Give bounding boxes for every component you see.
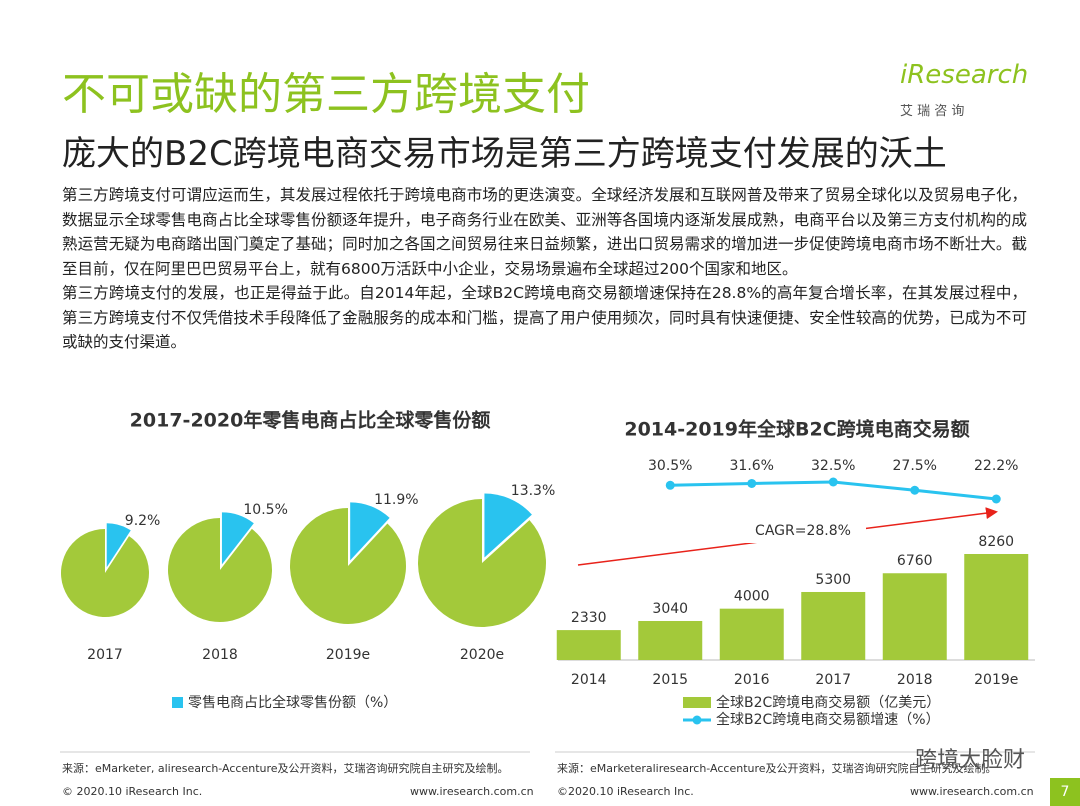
- data-label: 9.2%: [125, 513, 161, 529]
- logo-sub: 艾 瑞 咨 询: [900, 104, 965, 119]
- data-label: 4000: [734, 589, 770, 605]
- site: www.iresearch.com.cn: [410, 785, 534, 798]
- paragraph: 第三方跨境支付的发展，也正是得益于此。自2014年起，全球B2C跨境电商交易额增…: [62, 284, 1027, 351]
- category-label: 2020e: [460, 647, 504, 663]
- data-label: 10.5%: [243, 502, 287, 518]
- line-point: [828, 477, 838, 487]
- watermark: 跨境大脸财: [915, 748, 1026, 773]
- legend-label: 全球B2C跨境电商交易额增速（%）: [716, 711, 940, 728]
- data-label: 13.3%: [511, 483, 555, 499]
- pie-rest: [168, 518, 273, 623]
- paragraph: 第三方跨境支付可谓应运而生，其发展过程依托于跨境电商市场的更迭演变。全球经济发展…: [62, 186, 1027, 278]
- pie-rest: [289, 507, 406, 624]
- category-label: 2015: [652, 672, 688, 688]
- category-label: 2016: [734, 672, 770, 688]
- category-label: 2014: [571, 672, 607, 688]
- category-label: 2019e: [326, 647, 370, 663]
- data-label: 2330: [571, 610, 607, 626]
- data-label: 11.9%: [374, 492, 418, 508]
- pie-slice: [350, 502, 390, 561]
- pie-rest: [61, 529, 150, 618]
- subtitle: 庞大的B2C跨境电商交易市场是第三方跨境支付发展的沃土: [62, 134, 947, 174]
- chart-title: 2014-2019年全球B2C跨境电商交易额: [624, 418, 969, 441]
- data-label: 22.2%: [974, 458, 1018, 474]
- legend-swatch: [683, 697, 711, 708]
- pie-rest: [418, 499, 547, 627]
- category-label: 2018: [897, 672, 933, 688]
- bar: [638, 620, 703, 660]
- category-label: 2018: [202, 647, 238, 663]
- bar: [719, 608, 784, 660]
- data-label: 32.5%: [811, 458, 855, 474]
- logo: iResearch: [900, 60, 1029, 90]
- source: 来源：eMarketeraliresearch-Accenture及公开资料，艾…: [557, 762, 997, 775]
- legend-swatch: [172, 697, 183, 708]
- category-label: 2017: [87, 647, 123, 663]
- legend-label: 全球B2C跨境电商交易额（亿美元）: [716, 694, 940, 711]
- chart-title: 2017-2020年零售电商占比全球零售份额: [130, 409, 491, 432]
- annotation-bg: [740, 519, 866, 543]
- legend-marker: [692, 715, 702, 725]
- line-point: [991, 494, 1001, 504]
- pie-slice: [106, 523, 131, 568]
- bar: [556, 630, 621, 660]
- data-label: 27.5%: [893, 458, 937, 474]
- pie-slice: [484, 493, 532, 558]
- pie-slice: [221, 512, 254, 565]
- data-label: 30.5%: [648, 458, 692, 474]
- category-label: 2019e: [974, 672, 1018, 688]
- body-text: 第三方跨境支付可谓应运而生，其发展过程依托于跨境电商市场的更迭演变。全球经济发展…: [62, 183, 1027, 355]
- data-label: 6760: [897, 553, 933, 569]
- data-label: 31.6%: [730, 458, 774, 474]
- category-label: 2017: [815, 672, 851, 688]
- copyright: ©2020.10 iResearch Inc.: [557, 785, 694, 798]
- annotation: CAGR=28.8%: [755, 523, 851, 539]
- line-point: [910, 485, 920, 495]
- data-label: 8260: [978, 534, 1014, 550]
- site: www.iresearch.com.cn: [910, 785, 1034, 798]
- bar: [964, 554, 1029, 660]
- title: 不可或缺的第三方跨境支付: [62, 69, 590, 120]
- source: 来源：eMarketer, aliresearch-Accenture及公开资料…: [62, 762, 509, 775]
- legend-label: 零售电商占比全球零售份额（%）: [188, 694, 397, 711]
- data-label: 3040: [652, 601, 688, 617]
- line-point: [665, 480, 675, 490]
- bar: [801, 591, 866, 660]
- page-number: 7: [1050, 778, 1080, 806]
- bar: [882, 573, 947, 660]
- line-point: [747, 478, 757, 488]
- data-label: 5300: [815, 572, 851, 588]
- copyright: © 2020.10 iResearch Inc.: [62, 785, 203, 798]
